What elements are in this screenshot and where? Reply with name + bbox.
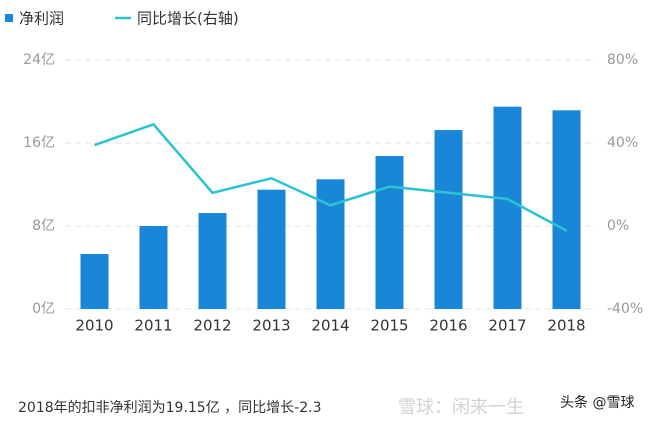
y2-tick-label: 80% <box>607 52 638 68</box>
legend-label: 同比增长(右轴) <box>137 10 239 28</box>
y-tick-label: 16亿 <box>23 135 55 151</box>
y2-tick-label: 0% <box>607 218 629 234</box>
bar <box>316 179 345 309</box>
x-tick-label: 2013 <box>252 317 290 335</box>
bar <box>493 106 522 309</box>
footer-note: 2018年的扣非净利润为19.15亿 ，同比增长-2.3 <box>18 400 321 416</box>
y2-tick-label: 40% <box>607 135 638 151</box>
bar <box>80 254 109 309</box>
legend-label: 净利润 <box>19 10 64 28</box>
x-tick-label: 2012 <box>193 317 231 335</box>
x-tick-label: 2017 <box>488 317 526 335</box>
x-tick-label: 2011 <box>134 317 172 335</box>
watermark: 雪球：闲来一生 <box>398 397 524 418</box>
x-tick-label: 2010 <box>75 317 113 335</box>
y-tick-label: 0亿 <box>32 301 55 317</box>
bar <box>257 189 286 309</box>
x-tick-label: 2014 <box>311 317 349 335</box>
bar <box>434 130 463 309</box>
x-tick-label: 2015 <box>370 317 408 335</box>
x-tick-label: 2016 <box>429 317 467 335</box>
y-tick-label: 24亿 <box>23 52 55 68</box>
y-tick-label: 8亿 <box>32 218 55 234</box>
x-tick-label: 2018 <box>547 317 585 335</box>
bar <box>375 155 404 309</box>
y2-tick-label: -40% <box>607 301 643 317</box>
line <box>94 122 568 232</box>
bar <box>139 226 168 309</box>
bar <box>552 110 581 309</box>
watermark: 头条 @雪球 <box>560 394 634 411</box>
bar <box>198 213 227 309</box>
legend-swatch <box>5 14 13 22</box>
